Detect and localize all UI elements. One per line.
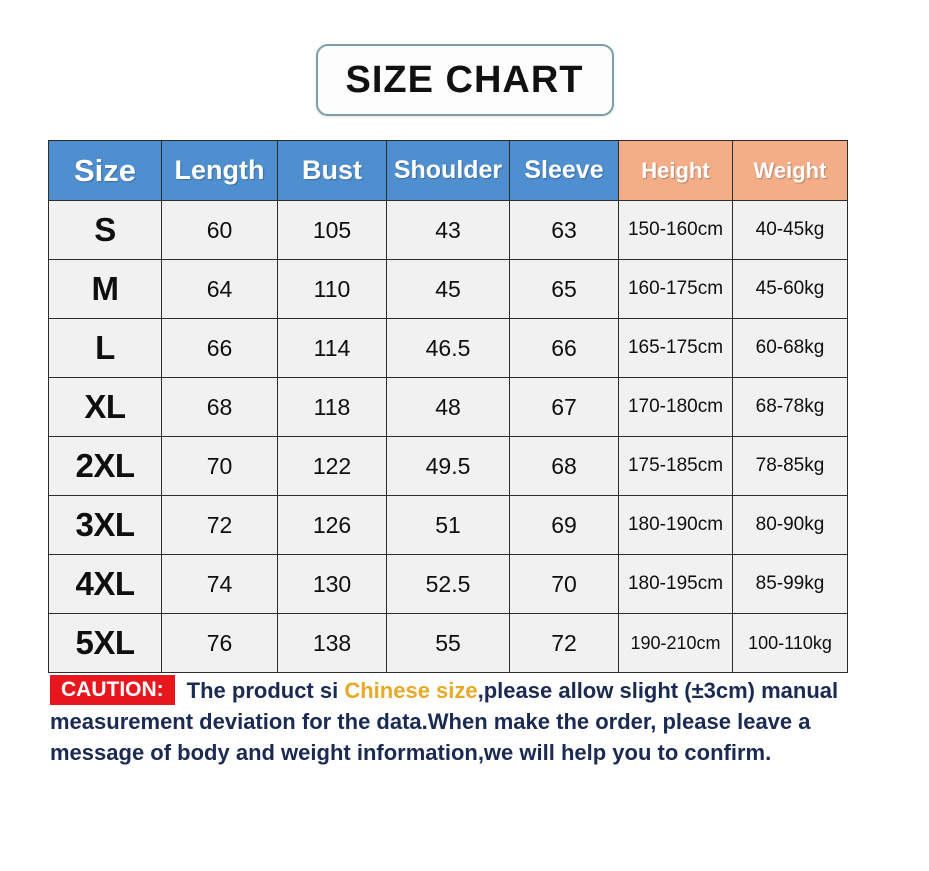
cell-bust: 122 — [277, 436, 387, 496]
caution-badge: CAUTION: — [50, 674, 175, 706]
cell-sleeve: 69 — [509, 495, 619, 555]
table-row: M 64 110 45 65 160-175cm 45-60kg — [48, 259, 848, 319]
cell-weight: 100-110kg — [732, 613, 848, 673]
cell-size: 3XL — [48, 495, 162, 555]
cell-height: 160-175cm — [618, 259, 733, 319]
table-row: S 60 105 43 63 150-160cm 40-45kg — [48, 200, 848, 260]
column-header-size: Size — [48, 140, 162, 201]
cell-length: 74 — [161, 554, 278, 614]
column-header-length: Length — [161, 140, 278, 201]
cell-length: 60 — [161, 200, 278, 260]
cell-weight: 78-85kg — [732, 436, 848, 496]
cell-bust: 114 — [277, 318, 387, 378]
cell-shoulder: 43 — [386, 200, 510, 260]
cell-length: 66 — [161, 318, 278, 378]
cell-height: 175-185cm — [618, 436, 733, 496]
cell-length: 76 — [161, 613, 278, 673]
cell-weight: 40-45kg — [732, 200, 848, 260]
cell-sleeve: 68 — [509, 436, 619, 496]
table-header: Size Length Bust Shoulder Sleeve Height … — [48, 140, 848, 201]
cell-height: 150-160cm — [618, 200, 733, 260]
cell-sleeve: 66 — [509, 318, 619, 378]
cell-weight: 45-60kg — [732, 259, 848, 319]
column-header-height: Height — [618, 140, 733, 201]
caution-text-part2: ,please allow slight (±3cm) manual measu… — [50, 678, 839, 765]
page-title: SIZE CHART — [345, 58, 584, 101]
caution-block: CAUTION: The product si Chinese size,plea… — [50, 674, 890, 768]
cell-shoulder: 48 — [386, 377, 510, 437]
size-chart-title-wrapper: SIZE CHART — [0, 44, 929, 116]
table-row: 5XL 76 138 55 72 190-210cm 100-110kg — [48, 613, 848, 673]
cell-shoulder: 46.5 — [386, 318, 510, 378]
cell-bust: 110 — [277, 259, 387, 319]
cell-size: 5XL — [48, 613, 162, 673]
table-row: 3XL 72 126 51 69 180-190cm 80-90kg — [48, 495, 848, 555]
caution-paragraph: CAUTION: The product si Chinese size,plea… — [50, 674, 890, 768]
cell-sleeve: 63 — [509, 200, 619, 260]
cell-weight: 80-90kg — [732, 495, 848, 555]
cell-shoulder: 51 — [386, 495, 510, 555]
cell-sleeve: 65 — [509, 259, 619, 319]
cell-length: 64 — [161, 259, 278, 319]
table-header-row: Size Length Bust Shoulder Sleeve Height … — [48, 140, 848, 201]
cell-size: L — [48, 318, 162, 378]
cell-height: 180-195cm — [618, 554, 733, 614]
cell-height: 170-180cm — [618, 377, 733, 437]
cell-shoulder: 55 — [386, 613, 510, 673]
cell-bust: 105 — [277, 200, 387, 260]
cell-size: M — [48, 259, 162, 319]
caution-text-part1: The product si — [186, 678, 345, 703]
column-header-weight: Weight — [732, 140, 848, 201]
cell-height: 180-190cm — [618, 495, 733, 555]
cell-bust: 126 — [277, 495, 387, 555]
cell-bust: 118 — [277, 377, 387, 437]
table-row: 4XL 74 130 52.5 70 180-195cm 85-99kg — [48, 554, 848, 614]
table-row: XL 68 118 48 67 170-180cm 68-78kg — [48, 377, 848, 437]
cell-sleeve: 70 — [509, 554, 619, 614]
cell-size: XL — [48, 377, 162, 437]
table-row: L 66 114 46.5 66 165-175cm 60-68kg — [48, 318, 848, 378]
table-body: S 60 105 43 63 150-160cm 40-45kg M 64 11… — [48, 200, 848, 673]
cell-weight: 68-78kg — [732, 377, 848, 437]
cell-bust: 130 — [277, 554, 387, 614]
cell-sleeve: 72 — [509, 613, 619, 673]
column-header-shoulder: Shoulder — [386, 140, 510, 201]
cell-height: 190-210cm — [618, 613, 733, 673]
cell-shoulder: 52.5 — [386, 554, 510, 614]
cell-size: 2XL — [48, 436, 162, 496]
cell-sleeve: 67 — [509, 377, 619, 437]
cell-length: 68 — [161, 377, 278, 437]
cell-size: S — [48, 200, 162, 260]
caution-highlight: Chinese size — [344, 678, 478, 703]
cell-size: 4XL — [48, 554, 162, 614]
cell-shoulder: 49.5 — [386, 436, 510, 496]
cell-length: 72 — [161, 495, 278, 555]
table-row: 2XL 70 122 49.5 68 175-185cm 78-85kg — [48, 436, 848, 496]
cell-length: 70 — [161, 436, 278, 496]
column-header-bust: Bust — [277, 140, 387, 201]
cell-weight: 85-99kg — [732, 554, 848, 614]
cell-bust: 138 — [277, 613, 387, 673]
cell-weight: 60-68kg — [732, 318, 848, 378]
cell-height: 165-175cm — [618, 318, 733, 378]
cell-shoulder: 45 — [386, 259, 510, 319]
column-header-sleeve: Sleeve — [509, 140, 619, 201]
size-chart-title-box: SIZE CHART — [315, 44, 614, 116]
size-chart-table: Size Length Bust Shoulder Sleeve Height … — [48, 140, 848, 673]
